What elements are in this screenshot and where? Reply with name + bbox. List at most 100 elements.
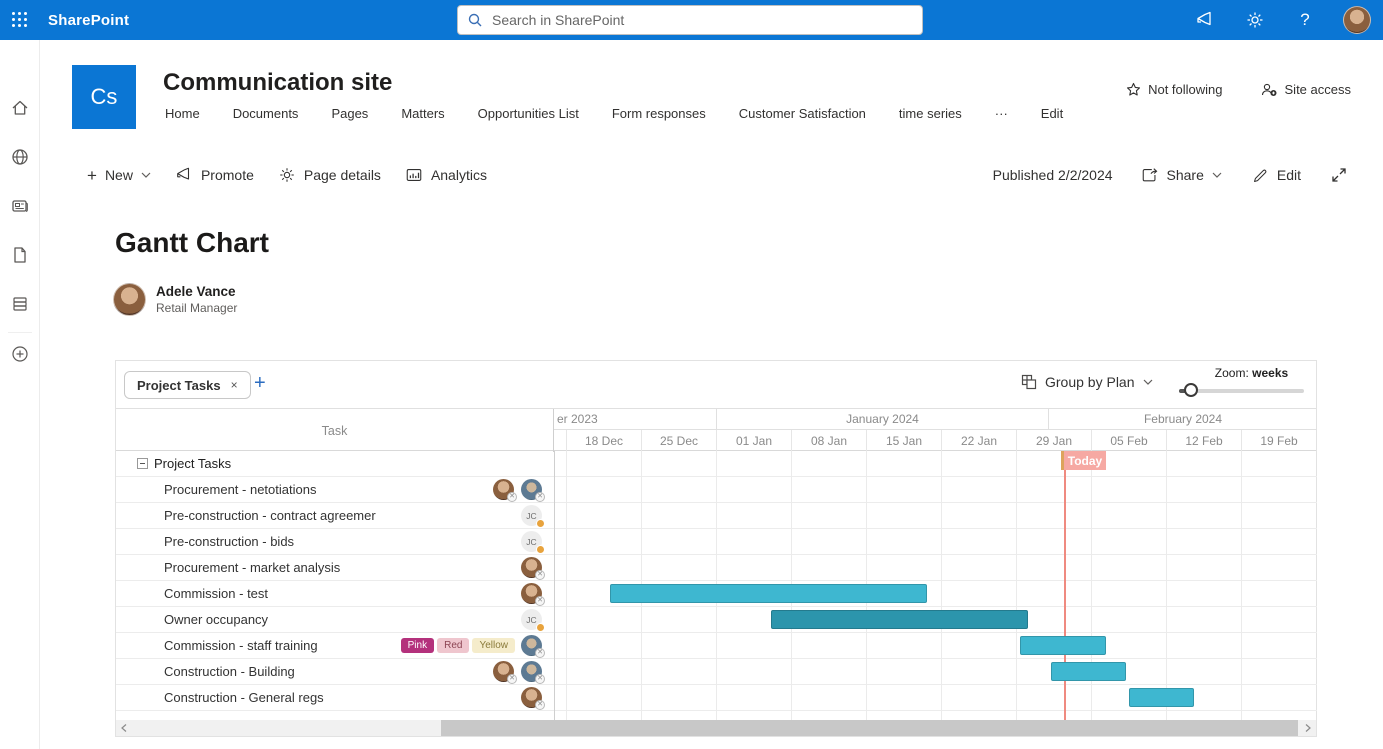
gantt-bar[interactable] (610, 584, 927, 603)
assignee-avatar-initials[interactable]: JC (521, 609, 545, 632)
author-name[interactable]: Adele Vance (156, 284, 236, 299)
nav-opportunities-list[interactable]: Opportunities List (477, 106, 579, 121)
add-tab-plus-icon[interactable]: + (254, 372, 266, 394)
nav-matters[interactable]: Matters (401, 106, 445, 121)
group-by-dropdown[interactable]: Group by Plan (1021, 374, 1153, 390)
user-avatar[interactable] (1343, 6, 1371, 34)
week-header: 15 Jan (866, 430, 941, 452)
assignee-avatar-woman[interactable]: ✕ (521, 583, 545, 606)
author-avatar[interactable] (113, 283, 146, 316)
week-header: 19 Feb (1241, 430, 1316, 452)
gantt-bar[interactable] (771, 610, 1028, 629)
today-badge: Today (1064, 451, 1106, 470)
promote-button[interactable]: Promote (163, 158, 266, 192)
task-name: Procurement - market analysis (164, 560, 341, 575)
page-details-button[interactable]: Page details (266, 158, 393, 192)
app-name[interactable]: SharePoint (48, 11, 130, 29)
assignee-avatar-initials[interactable]: JC (521, 531, 545, 554)
month-group-jan-2024: January 2024 (716, 409, 1048, 430)
plus-icon: + (87, 165, 97, 185)
home-icon[interactable] (10, 98, 30, 118)
zoom-slider-track[interactable] (1179, 383, 1304, 397)
nav-documents[interactable]: Documents (232, 106, 299, 121)
week-header: 22 Jan (941, 430, 1016, 452)
analytics-chart-icon (406, 169, 422, 181)
scroll-left-icon[interactable] (116, 720, 132, 736)
command-bar: + New Promote Page details Analytics Pub… (75, 158, 1359, 192)
assignee-avatar-woman[interactable]: ✕ (521, 557, 545, 580)
nav-edit[interactable]: Edit (1040, 106, 1064, 121)
nav-home[interactable]: Home (165, 106, 200, 121)
analytics-button[interactable]: Analytics (393, 158, 499, 192)
status-badge-icon (536, 545, 545, 554)
assignee-avatar-woman[interactable]: ✕ (521, 687, 545, 710)
new-button[interactable]: + New (75, 158, 163, 192)
nav-form-responses[interactable]: Form responses (611, 106, 706, 121)
chevron-down-icon (141, 172, 151, 178)
month-group-dec-2023: er 2023 (554, 409, 716, 430)
news-icon[interactable] (10, 196, 30, 216)
task-column-header: Task (116, 409, 554, 452)
globe-icon[interactable] (10, 147, 30, 167)
page-title: Gantt Chart (115, 227, 269, 258)
week-header: 12 Feb (1166, 430, 1241, 452)
cancel-badge-icon: ✕ (535, 492, 545, 502)
tag-red: Red (437, 638, 470, 653)
author-role: Retail Manager (156, 301, 238, 315)
promote-megaphone-icon (177, 167, 189, 180)
gantt-header: Task er 2023 January 2024 February 2024 … (116, 408, 1317, 452)
assignee-avatar-man[interactable]: ✕ (521, 661, 545, 684)
task-tags: Pink Red Yellow (400, 638, 515, 653)
expand-button[interactable] (1319, 158, 1359, 192)
megaphone-icon[interactable] (1193, 8, 1217, 32)
create-plus-icon[interactable] (10, 344, 30, 364)
today-accent-line (1061, 451, 1064, 470)
share-button[interactable]: Share (1129, 158, 1234, 192)
nav-time-series[interactable]: time series (898, 106, 962, 121)
published-status: Published 2/2/2024 (992, 167, 1113, 183)
horizontal-scrollbar[interactable] (116, 720, 1316, 736)
group-row-label: Project Tasks (154, 456, 232, 471)
search-box[interactable] (457, 5, 923, 35)
assignee-avatar-man[interactable]: ✕ (521, 479, 545, 502)
status-badge-icon (536, 519, 545, 528)
gantt-bar[interactable] (1020, 636, 1106, 655)
not-following-button[interactable]: Not following (1126, 82, 1223, 97)
assignee-avatar-initials[interactable]: JC (521, 505, 545, 528)
help-icon[interactable]: ? (1300, 10, 1310, 29)
scroll-right-icon[interactable] (1300, 720, 1316, 736)
nav-pages[interactable]: Pages (331, 106, 369, 121)
nav-customer-satisfaction[interactable]: Customer Satisfaction (738, 106, 866, 121)
settings-gear-icon[interactable] (1243, 8, 1267, 32)
app-launcher-waffle-icon[interactable] (0, 0, 40, 40)
cancel-badge-icon: ✕ (535, 596, 545, 606)
site-title[interactable]: Communication site (163, 69, 393, 96)
status-badge-icon (536, 623, 545, 632)
zoom-slider-handle[interactable] (1184, 383, 1198, 397)
assignee-avatar-man[interactable]: ✕ (521, 635, 545, 658)
task-name: Construction - General regs (164, 690, 324, 705)
nav-more-icon[interactable]: ··· (994, 106, 1008, 121)
search-icon (468, 13, 482, 27)
document-icon[interactable] (10, 245, 30, 265)
assignee-avatar-woman[interactable]: ✕ (493, 661, 517, 684)
scrollbar-thumb[interactable] (441, 720, 1298, 736)
gantt-body: Today Project Tasks Procurement - netoti… (116, 451, 1317, 720)
assignee-avatar-woman[interactable]: ✕ (493, 479, 517, 502)
gantt-bar[interactable] (1129, 688, 1194, 707)
edit-button[interactable]: Edit (1240, 158, 1313, 192)
site-logo[interactable]: Cs (72, 65, 136, 129)
site-access-button[interactable]: Site access (1261, 82, 1351, 97)
site-nav: Home Documents Pages Matters Opportuniti… (165, 106, 1063, 121)
gantt-toolbar: Project Tasks × + Group by Plan Zoom: we… (116, 361, 1316, 408)
close-icon[interactable]: × (230, 378, 238, 392)
task-name: Owner occupancy (164, 612, 269, 627)
suite-bar: SharePoint ? (0, 0, 1383, 40)
week-header: 05 Feb (1091, 430, 1166, 452)
database-icon[interactable] (10, 294, 30, 314)
collapse-icon[interactable] (137, 458, 148, 469)
tab-project-tasks[interactable]: Project Tasks × (124, 371, 251, 399)
gantt-bar[interactable] (1051, 662, 1126, 681)
search-input[interactable] (490, 11, 912, 29)
